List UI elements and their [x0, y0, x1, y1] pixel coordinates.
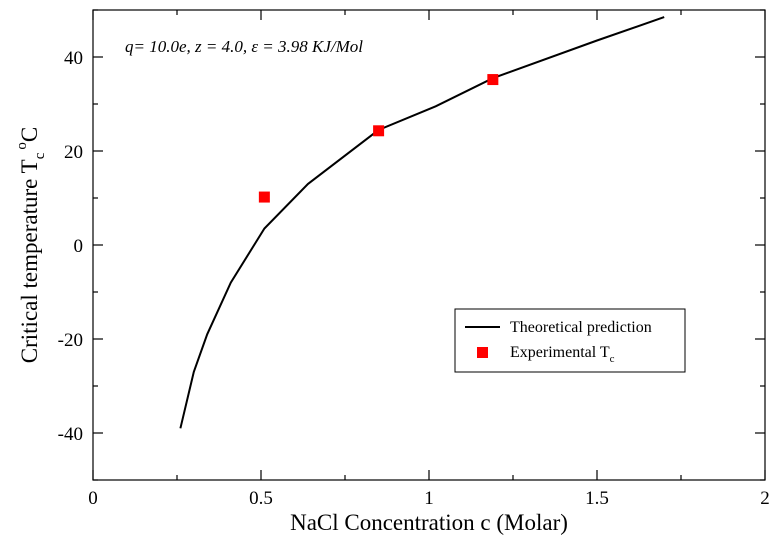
- svg-text:Critical temperature TcoC: Critical temperature TcoC: [14, 127, 48, 363]
- data-point-experimental: [487, 74, 499, 86]
- y-axis-title: Critical temperature T: [17, 159, 42, 363]
- y-axis-title-unit: C: [17, 127, 42, 142]
- annotation-text: q= 10.0e, z = 4.0, ε = 3.98 KJ/Mol: [125, 37, 363, 56]
- data-point-experimental: [258, 191, 270, 203]
- series-layer: [179, 16, 665, 429]
- y-tick-label: -40: [58, 424, 83, 445]
- y-tick-label: 20: [64, 142, 83, 163]
- x-axis-title: NaCl Concentration c (Molar): [290, 510, 568, 535]
- x-tick-label: 2: [760, 488, 770, 509]
- series-line-theoretical: [179, 16, 665, 429]
- legend-box: [454, 308, 686, 373]
- legend-label-experiment: Experimental T: [510, 344, 610, 361]
- y-axis-title-sub: c: [32, 152, 48, 159]
- y-axis-title-sup: o: [14, 142, 30, 150]
- legend-label-theory: Theoretical prediction: [510, 319, 652, 336]
- axis-ticks: 0 0.5 1 1.5 2 -40 -20 0 20 40: [58, 9, 770, 509]
- legend-label-experiment-sub: c: [610, 353, 615, 365]
- x-tick-label: 1.5: [585, 488, 609, 509]
- plot-frame: [92, 9, 766, 481]
- x-tick-label: 0: [88, 488, 98, 509]
- data-point-experimental: [373, 125, 385, 137]
- y-tick-label: 40: [64, 48, 83, 69]
- svg-text:Theoretical prediction: Theoretical prediction: [510, 319, 652, 336]
- x-tick-label: 0.5: [249, 488, 273, 509]
- y-tick-label: 0: [74, 236, 84, 257]
- legend-square-swatch: [477, 347, 488, 358]
- svg-text:Experimental Tc: Experimental Tc: [510, 344, 615, 365]
- y-tick-label: -20: [58, 330, 83, 351]
- legend: Theoretical prediction Experimental Tc: [454, 308, 686, 373]
- x-tick-label: 1: [424, 488, 434, 509]
- y-axis-title-group: Critical temperature TcoC: [14, 127, 48, 363]
